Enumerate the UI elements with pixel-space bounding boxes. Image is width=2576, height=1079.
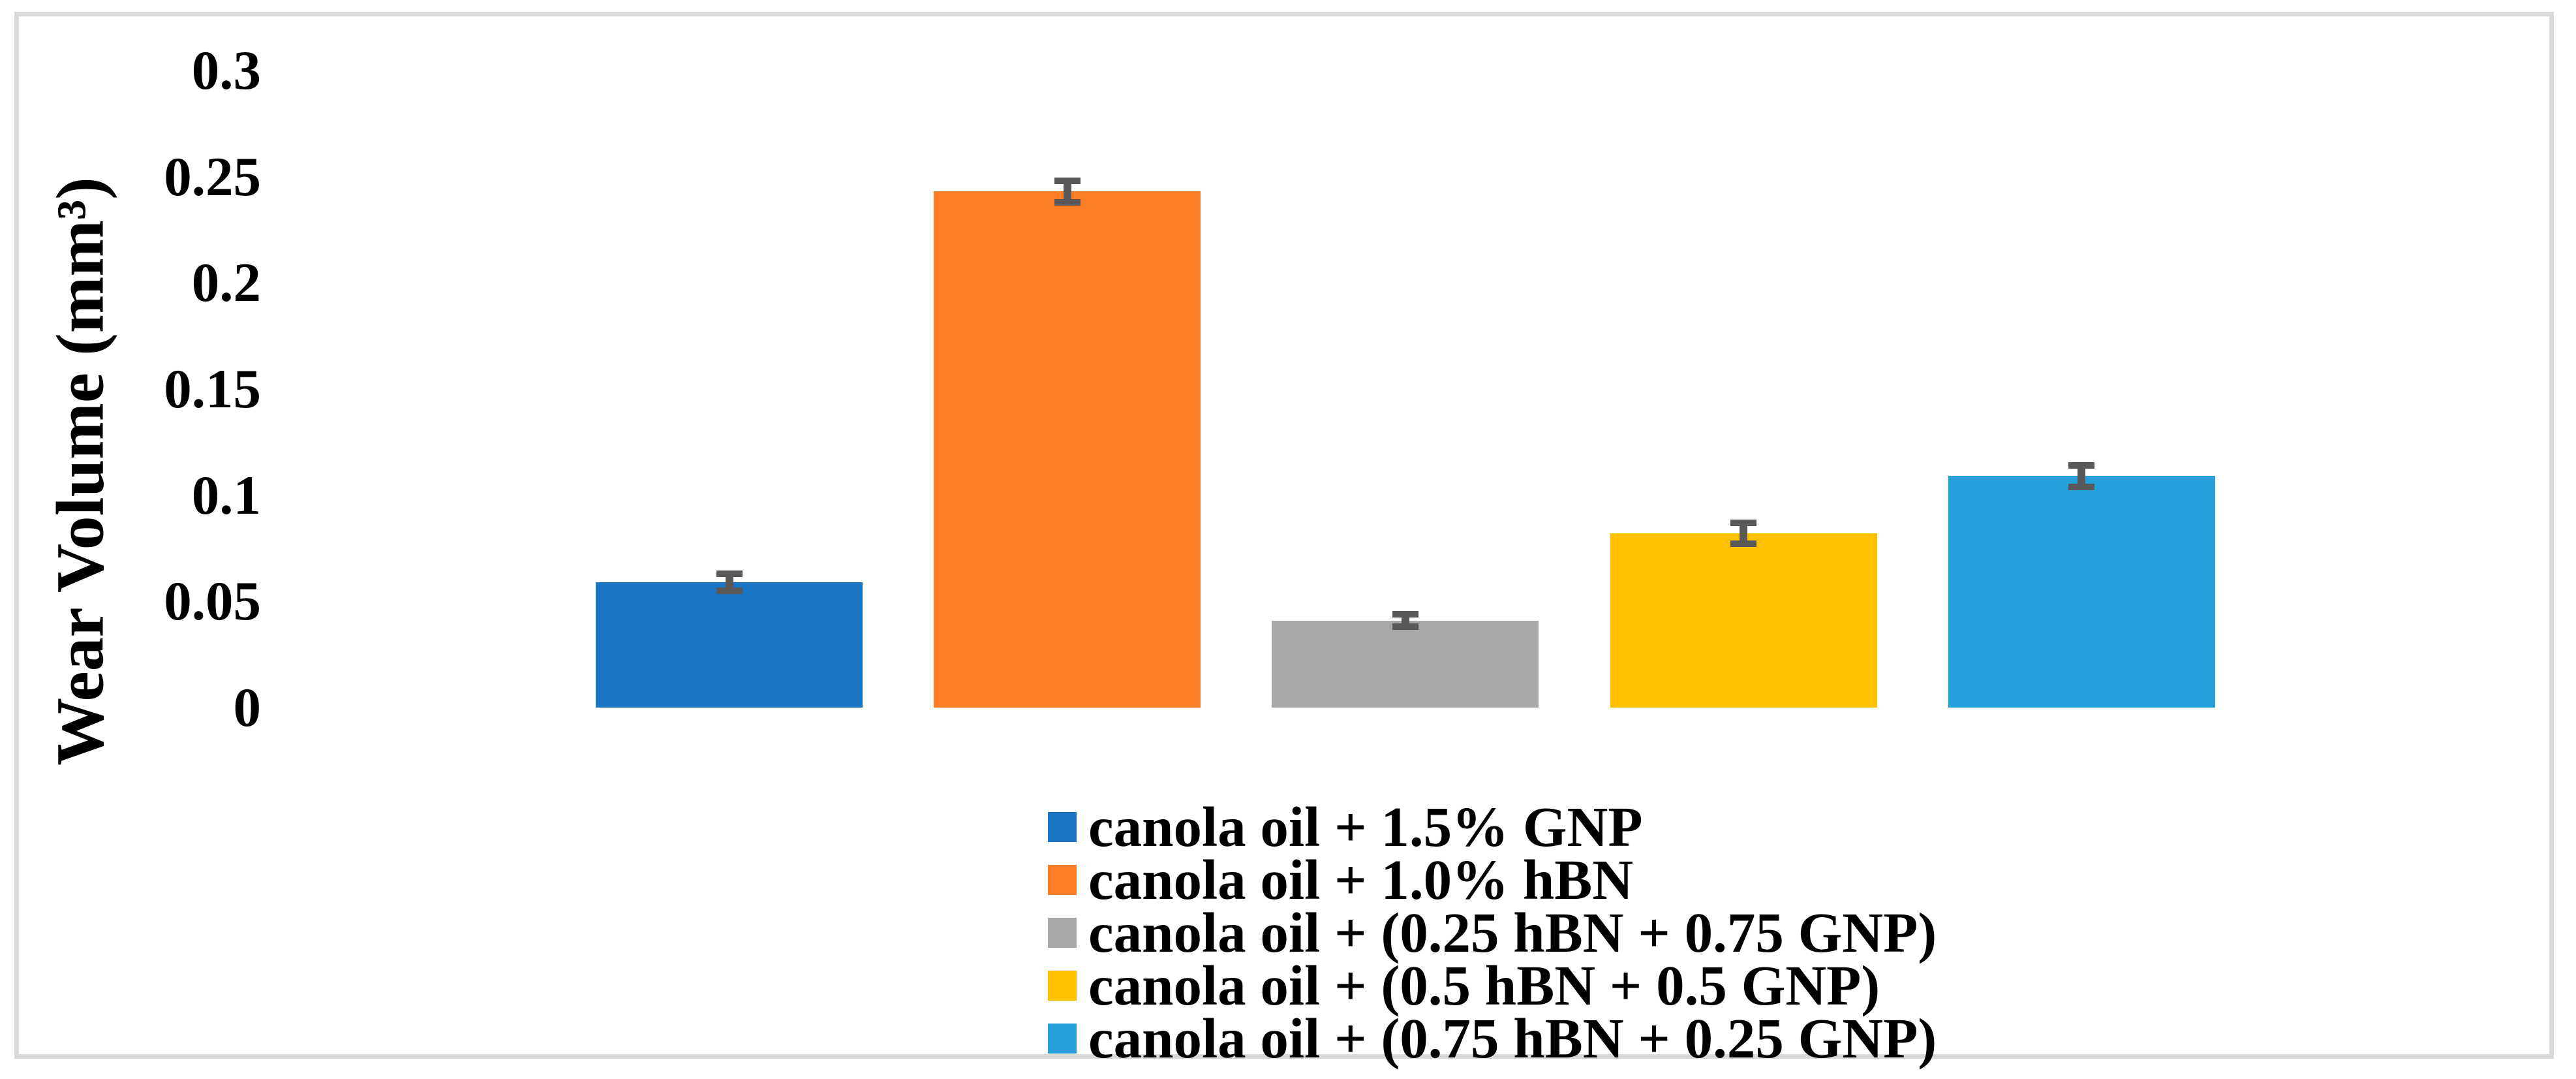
legend-label: canola oil + (0.5 hBN + 0.5 GNP) xyxy=(1088,954,1880,1017)
error-bar-line xyxy=(725,574,733,591)
error-bar-cap xyxy=(1054,198,1081,206)
legend-label: canola oil + 1.5% GNP xyxy=(1088,795,1643,858)
error-bar-line xyxy=(2078,465,2086,487)
legend-marker xyxy=(1048,1024,1077,1054)
error-bar-line xyxy=(1740,522,1748,544)
error-bar-line xyxy=(1063,181,1071,202)
chart-border xyxy=(14,12,2554,1059)
y-tick-label: 0.3 xyxy=(191,40,261,101)
error-bar-cap xyxy=(2068,462,2095,469)
y-tick-label: 0.15 xyxy=(164,358,261,420)
bar xyxy=(934,191,1201,708)
y-tick-label: 0.25 xyxy=(164,146,261,208)
legend-marker xyxy=(1048,918,1077,948)
error-bar-cap xyxy=(1730,540,1757,548)
error-bar-cap xyxy=(1054,178,1081,185)
legend-marker xyxy=(1048,865,1077,895)
legend-label: canola oil + (0.75 hBN + 0.25 GNP) xyxy=(1088,1007,1937,1070)
y-tick-label: 0.05 xyxy=(164,571,261,633)
legend-marker xyxy=(1048,812,1077,842)
bar xyxy=(1610,533,1877,708)
y-tick-label: 0.2 xyxy=(191,252,261,314)
legend-label: canola oil + 1.0% hBN xyxy=(1088,848,1634,911)
error-bar-cap xyxy=(716,571,743,578)
bar xyxy=(1272,620,1539,708)
error-bar-cap xyxy=(1730,519,1757,526)
error-bar-cap xyxy=(1392,623,1418,631)
legend-marker xyxy=(1048,971,1077,1001)
y-tick-label: 0.1 xyxy=(191,464,261,526)
error-bar-cap xyxy=(2068,483,2095,490)
bar xyxy=(596,582,863,708)
y-tick-label: 0 xyxy=(233,677,262,738)
legend-label: canola oil + (0.25 hBN + 0.75 GNP) xyxy=(1088,901,1937,964)
bar xyxy=(1948,476,2215,708)
error-bar-cap xyxy=(716,587,743,595)
error-bar-cap xyxy=(1392,610,1418,618)
